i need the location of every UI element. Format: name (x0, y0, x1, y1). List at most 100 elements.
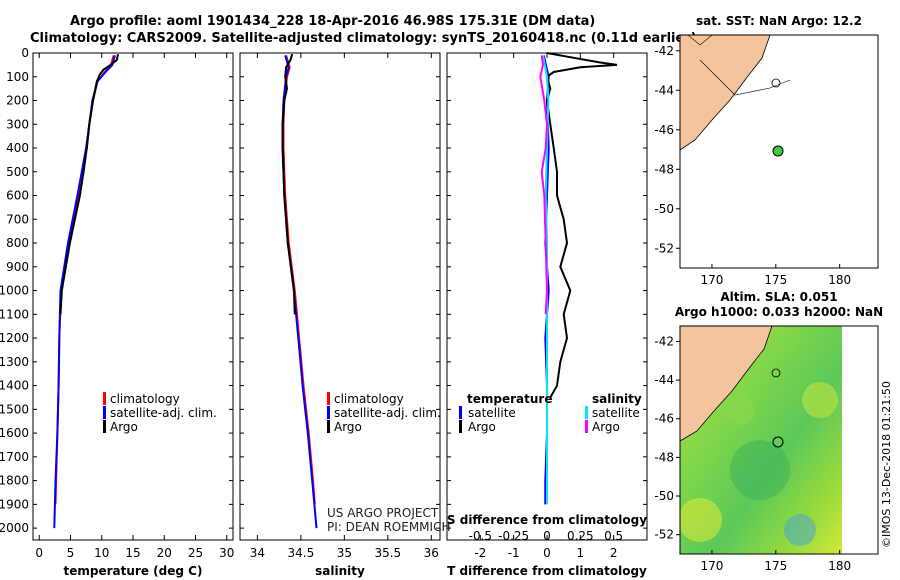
lat-tick-label: -50 (654, 202, 674, 216)
sst-map: sat. SST: NaN Argo: 12.2 170 175 180 -42 -44… (654, 14, 879, 287)
depth-tick-label: 200 (6, 94, 29, 108)
lon-tick-label: 180 (828, 273, 851, 287)
difference-panel: -2 -1 0 1 2 -0.5 -0.25 0 0.25 0.5 T difference fr… (446, 52, 648, 578)
sla-map-ticks: 170 175 180 -42 -44 -46 -48 -50 -52 (654, 334, 851, 573)
legend-swatch-argo (103, 420, 106, 433)
depth-tick-label: 900 (6, 260, 29, 274)
lat-tick-label: -44 (654, 83, 674, 97)
x-tick-label: 5 (67, 546, 75, 560)
difference-series (539, 52, 618, 505)
imos-watermark: ©IMOS 13-Dec-2018 01:21:50 (880, 381, 893, 548)
legend-swatch-sal-argo (585, 420, 588, 433)
chatham-rise-feature (771, 368, 781, 378)
legend-sal-argo: Argo (592, 420, 620, 434)
top-tick-label: -0.25 (498, 529, 529, 543)
salinity-plot-frame (239, 52, 441, 541)
sla-map: Altim. SLA: 0.051 Argo h1000: 0.033 h200… (654, 290, 883, 573)
legend-satellite: satellite-adj. clim. (110, 406, 217, 420)
lon-tick-label: 175 (764, 273, 787, 287)
sla-blob (784, 514, 816, 546)
coastline-detail (687, 35, 713, 46)
depth-tick-label: 0 (21, 46, 29, 60)
depth-axis-labels: 0 100 200 300 400 500 600 700 800 900 1000 1100 1200… (0, 46, 29, 535)
depth-tick-label: 600 (6, 189, 29, 203)
top-tick-label: 0 (543, 529, 551, 543)
x-tick-label: 30 (219, 546, 234, 560)
sla-blob (725, 395, 755, 425)
x-tick-label: 0 (543, 546, 551, 560)
legend-swatch-temp-satellite (459, 406, 462, 419)
temperature-panel: 0 5 10 15 20 25 30 temperature (deg C) climato… (32, 52, 234, 578)
lat-tick-label: -52 (654, 528, 674, 542)
difference-xlabel: T difference from climatology (447, 564, 647, 578)
legend-swatch-climatology (327, 392, 330, 405)
lat-tick-label: -44 (654, 373, 674, 387)
x-tick-label: 36 (424, 546, 439, 560)
salinity-panel: 34 34.5 35 35.5 36 salinity climatology sate… (239, 52, 450, 578)
credit-pi: PI: DEAN ROEMMICH (327, 520, 450, 534)
depth-tick-label: 1000 (0, 284, 29, 298)
difference-legend-temperature: temperature satellite Argo (459, 392, 552, 434)
title-line-2: Climatology: CARS2009. Satellite-adjuste… (30, 31, 697, 46)
legend-swatch-satellite (327, 406, 330, 419)
argo-float-location-marker (772, 436, 784, 448)
temperature-plot-frame (32, 52, 234, 541)
depth-tick-label: 2000 (0, 521, 29, 535)
salinity-series (281, 53, 318, 529)
lon-tick-label: 170 (700, 273, 723, 287)
x-tick-label: 35 (337, 546, 352, 560)
temperature-series (53, 54, 119, 529)
depth-tick-label: 1700 (0, 450, 29, 464)
lat-tick-label: -42 (654, 44, 674, 58)
depth-tick-label: 1800 (0, 474, 29, 488)
legend-swatch-climatology (103, 392, 106, 405)
depth-tick-label: 1300 (0, 355, 29, 369)
legend-sal-satellite: satellite (592, 406, 640, 420)
lon-tick-label: 180 (828, 559, 851, 573)
depth-tick-label: 800 (6, 236, 29, 250)
chatham-rise-feature (771, 78, 781, 88)
legend-temp-argo: Argo (468, 420, 496, 434)
temperature-x-ticks: 0 5 10 15 20 25 30 (33, 52, 234, 560)
x-tick-label: 34.5 (288, 546, 315, 560)
argo-float-location-marker (772, 145, 784, 157)
x-tick-label: 25 (188, 546, 203, 560)
sla-blob (680, 498, 722, 542)
lat-tick-label: -46 (654, 412, 674, 426)
depth-tick-label: 1500 (0, 402, 29, 416)
x-tick-label: 2 (610, 546, 618, 560)
sst-map-ticks: 170 175 180 -42 -44 -46 -48 -50 -52 (654, 44, 851, 287)
x-tick-label: 15 (125, 546, 140, 560)
series-line-climatology (282, 55, 316, 505)
legend-swatch-satellite (103, 406, 106, 419)
x-tick-label: 1 (577, 546, 585, 560)
legend-argo: Argo (110, 420, 138, 434)
legend-satellite: satellite-adj. clim. (334, 406, 441, 420)
legend-climatology: climatology (334, 392, 404, 406)
depth-tick-label: 1600 (0, 426, 29, 440)
depth-tick-label: 500 (6, 165, 29, 179)
x-tick-label: 0 (35, 546, 43, 560)
difference-top-label: S difference from climatology (447, 513, 647, 527)
legend-climatology: climatology (110, 392, 180, 406)
lon-tick-label: 175 (764, 559, 787, 573)
series-line-salinity-argo (539, 55, 549, 315)
lat-tick-label: -48 (654, 450, 674, 464)
x-tick-label: -1 (508, 546, 520, 560)
x-tick-label: 10 (94, 546, 109, 560)
series-line-satellite-adj-clim- (53, 55, 116, 529)
x-tick-label: -2 (474, 546, 486, 560)
temperature-xlabel: temperature (deg C) (64, 564, 203, 578)
sla-map-title-1: Altim. SLA: 0.051 (720, 290, 837, 304)
temperature-legend: climatology satellite-adj. clim. Argo (103, 392, 217, 434)
top-tick-label: -0.5 (469, 529, 492, 543)
series-line-temperature-argo (545, 52, 618, 398)
salinity-x-ticks: 34 34.5 35 35.5 36 (240, 52, 440, 560)
top-tick-label: 0.25 (567, 529, 594, 543)
sla-map-frame (679, 325, 879, 555)
legend-salinity-header: salinity (592, 392, 642, 406)
legend-swatch-temp-argo (459, 420, 462, 433)
depth-tick-label: 700 (6, 212, 29, 226)
depth-tick-label: 1400 (0, 379, 29, 393)
